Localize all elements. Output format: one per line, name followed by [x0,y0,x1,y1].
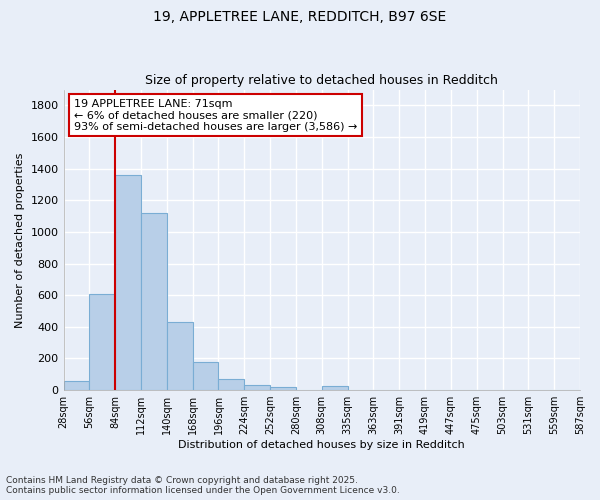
Bar [322,386,347,390]
Title: Size of property relative to detached houses in Redditch: Size of property relative to detached ho… [145,74,498,87]
Bar [64,382,89,390]
Bar [115,175,141,390]
Bar [167,322,193,390]
Bar [218,379,244,390]
Y-axis label: Number of detached properties: Number of detached properties [15,152,25,328]
Bar [270,387,296,390]
Text: Contains HM Land Registry data © Crown copyright and database right 2025.
Contai: Contains HM Land Registry data © Crown c… [6,476,400,495]
Text: 19, APPLETREE LANE, REDDITCH, B97 6SE: 19, APPLETREE LANE, REDDITCH, B97 6SE [154,10,446,24]
Bar [244,384,270,390]
Bar [141,213,167,390]
Bar [193,362,218,390]
Text: 19 APPLETREE LANE: 71sqm
← 6% of detached houses are smaller (220)
93% of semi-d: 19 APPLETREE LANE: 71sqm ← 6% of detache… [74,98,357,132]
X-axis label: Distribution of detached houses by size in Redditch: Distribution of detached houses by size … [178,440,465,450]
Bar [89,294,115,390]
